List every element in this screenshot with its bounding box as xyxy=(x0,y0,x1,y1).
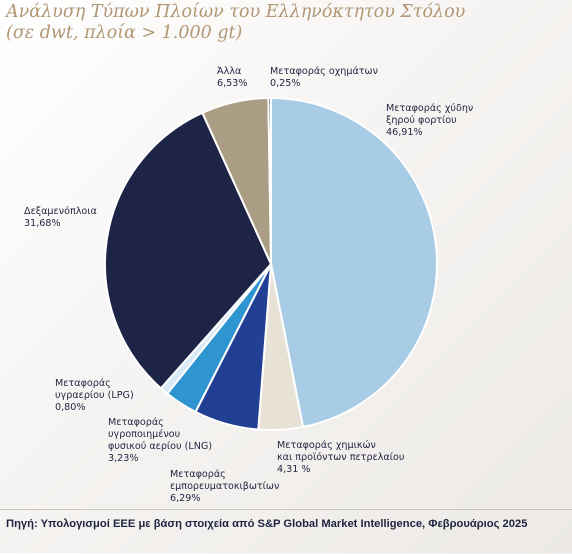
pie-slice-0 xyxy=(270,97,438,428)
slice-label-1-line-1: και προϊόντων πετρελαίου xyxy=(277,452,405,463)
slice-label-6: Άλλα 6,53% xyxy=(217,66,247,90)
slice-label-0-line-1: ξηρού φορτίου xyxy=(386,115,457,126)
slice-label-4: Μεταφοράς υγραερίου (LPG) 0,80% xyxy=(55,378,134,414)
pie-slice-5 xyxy=(104,111,272,390)
chart-title: Ανάλυση Τύπων Πλοίων του Ελληνόκτητου Στ… xyxy=(6,2,465,44)
pie-slice-7 xyxy=(267,96,272,265)
slice-label-0: Μεταφοράς χύδην ξηρού φορτίου 46,91% xyxy=(386,103,473,139)
slice-label-7-line-0: Μεταφοράς οχημάτων xyxy=(270,66,378,77)
slice-label-4-line-1: υγραερίου (LPG) xyxy=(55,390,134,401)
slice-label-6-line-0: Άλλα xyxy=(217,66,242,77)
slice-label-0-line-0: Μεταφοράς χύδην xyxy=(386,103,474,114)
slice-label-3-line-3: 3,23% xyxy=(108,453,139,464)
slice-label-0-line-2: 46,91% xyxy=(386,127,423,138)
slice-label-4-line-2: 0,80% xyxy=(55,402,86,413)
slice-label-1-line-0: Μεταφοράς χημικών xyxy=(277,440,376,451)
slice-label-2: Μεταφοράς εμπορευματοκιβωτίων 6,29% xyxy=(170,469,279,505)
slice-label-6-line-1: 6,53% xyxy=(217,78,248,89)
source-divider xyxy=(0,509,572,554)
chart-title-text: Ανάλυση Τύπων Πλοίων του Ελληνόκτητου Στ… xyxy=(6,2,466,22)
slice-label-2-line-0: Μεταφοράς xyxy=(170,469,226,480)
slice-label-1-line-2: 4,31 % xyxy=(277,464,311,475)
slice-label-3: Μεταφοράς υγροποιημένου φυσικού αερίου (LN… xyxy=(108,417,212,465)
slice-label-3-line-1: υγροποιημένου xyxy=(108,429,181,440)
slice-label-2-line-1: εμπορευματοκιβωτίων xyxy=(170,481,280,492)
slice-label-1: Μεταφοράς χημικών και προϊόντων πετρελαίο… xyxy=(277,440,404,476)
slice-label-7: Μεταφοράς οχημάτων 0,25% xyxy=(270,66,378,90)
slice-label-5-line-0: Δεξαμενόπλοια xyxy=(24,206,97,217)
slice-label-5-line-1: 31,68% xyxy=(24,218,61,229)
chart-subtitle: (σε dwt, πλοία > 1.000 gt) xyxy=(6,23,243,43)
source-note: Πηγή: Υπολογισμοί ΕΕΕ με βάση στοιχεία α… xyxy=(6,518,528,530)
slice-label-7-line-1: 0,25% xyxy=(270,78,301,89)
slice-label-4-line-0: Μεταφοράς xyxy=(55,378,111,389)
slice-label-5: Δεξαμενόπλοια 31,68% xyxy=(24,206,97,230)
slice-label-2-line-2: 6,29% xyxy=(170,493,201,504)
slice-label-3-line-0: Μεταφοράς xyxy=(108,417,164,428)
slice-label-3-line-2: φυσικού αερίου (LNG) xyxy=(108,441,213,452)
pie-chart xyxy=(104,96,438,431)
